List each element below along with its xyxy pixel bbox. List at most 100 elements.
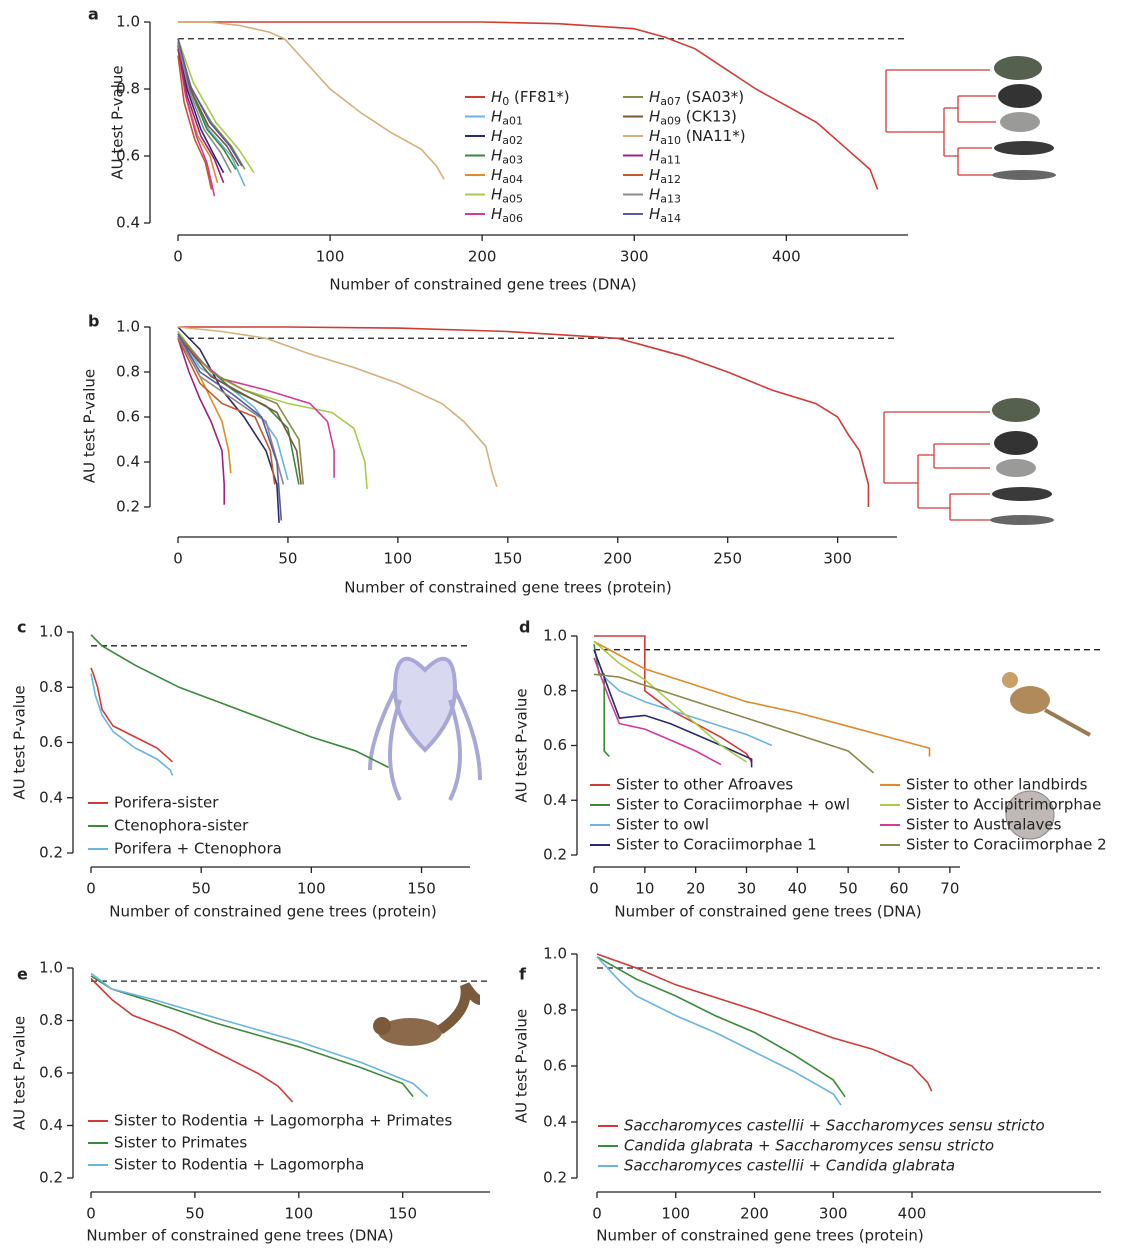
series-line <box>593 673 875 774</box>
y-tick-label: 0.2 <box>543 1169 567 1187</box>
treeshrew-illustration <box>373 982 481 1046</box>
series-line <box>177 337 276 485</box>
legend-label: Candida glabrata + Saccharomyces sensu s… <box>624 1137 994 1155</box>
y-tick-label: 0.8 <box>543 1001 567 1019</box>
series-line <box>177 326 498 488</box>
y-tick-label: 0.4 <box>39 788 63 806</box>
y-tick-label: 0.2 <box>543 846 567 864</box>
legend-label: Ha07 (SA03*) <box>649 88 744 109</box>
legend-label: Ha11 <box>649 146 681 167</box>
x-tick-label: 100 <box>284 1205 313 1223</box>
y-tick-label: 0.6 <box>543 736 567 754</box>
legend-label: Ha10 (NA11*) <box>649 127 746 148</box>
phylogeny-b <box>883 398 1054 525</box>
legend-label: Ha13 <box>649 185 681 206</box>
panel-letter: a <box>88 5 99 24</box>
series-line <box>178 21 879 190</box>
legend-label: Ha05 <box>491 185 523 206</box>
legend-label: Sister to owl <box>616 816 709 834</box>
yeast-illustration <box>1005 790 1055 840</box>
legend-label: Sister to Rodentia + Lagomorpha + Primat… <box>114 1112 452 1130</box>
x-tick-label: 100 <box>297 880 326 898</box>
panel-letter: b <box>88 312 99 331</box>
y-tick-label: 0.4 <box>116 214 140 232</box>
x-tick-label: 150 <box>493 550 522 568</box>
legend-label: Ha04 <box>491 166 523 187</box>
x-tick-label: 50 <box>192 880 211 898</box>
y-tick-label: 1.0 <box>543 627 567 645</box>
series-line <box>596 956 846 1098</box>
y-axis-title: AU test P-value <box>513 1009 531 1123</box>
y-tick-label: 0.8 <box>39 678 63 696</box>
y-tick-label: 0.2 <box>39 844 63 862</box>
legend-label: Saccharomyces castellii + Candida glabra… <box>624 1157 955 1175</box>
series-line <box>177 38 243 167</box>
phylogeny-a <box>885 56 1056 180</box>
y-tick-label: 0.6 <box>39 733 63 751</box>
legend-label: Sister to Coraciimorphae 2 <box>906 836 1107 854</box>
x-axis-title: Number of constrained gene trees (protei… <box>596 1227 923 1245</box>
x-tick-label: 70 <box>940 880 959 898</box>
series-line <box>177 335 302 485</box>
bird-illustration <box>1002 672 1091 737</box>
series-line <box>177 333 283 521</box>
y-tick-label: 0.6 <box>116 408 140 426</box>
x-tick-label: 100 <box>661 1205 690 1223</box>
y-tick-label: 0.8 <box>543 681 567 699</box>
legend-label: Ctenophora-sister <box>114 817 249 835</box>
series-line <box>593 640 747 763</box>
series-line <box>177 55 213 190</box>
legend-label: Ha06 <box>491 205 523 226</box>
series-line <box>593 649 753 768</box>
x-tick-label: 100 <box>384 550 413 568</box>
y-tick-label: 0.4 <box>39 1116 63 1134</box>
x-tick-label: 0 <box>173 550 183 568</box>
x-tick-label: 100 <box>316 248 345 266</box>
series-line <box>178 326 870 507</box>
series-line <box>596 956 842 1106</box>
series-line <box>177 41 232 174</box>
x-tick-label: 150 <box>407 880 436 898</box>
legend-label: Sister to Australaves <box>906 816 1062 834</box>
series-line <box>177 48 225 184</box>
x-tick-label: 50 <box>278 550 297 568</box>
series-line <box>90 972 429 1098</box>
series-line <box>177 331 289 481</box>
x-tick-label: 300 <box>823 550 852 568</box>
x-tick-label: 200 <box>468 248 497 266</box>
x-tick-label: 50 <box>185 1205 204 1223</box>
y-tick-label: 0.6 <box>543 1057 567 1075</box>
series-line <box>177 326 280 523</box>
x-tick-label: 0 <box>589 880 599 898</box>
y-axis-title: AU test P-value <box>11 1016 29 1130</box>
legend-label: Sister to Coraciimorphae 1 <box>616 836 817 854</box>
series-line <box>593 640 931 757</box>
legend-label: Sister to other Afroaves <box>616 776 793 794</box>
series-line <box>90 667 174 763</box>
y-tick-label: 0.4 <box>543 1113 567 1131</box>
y-tick-label: 0.2 <box>116 498 140 516</box>
y-tick-label: 0.6 <box>116 147 140 165</box>
legend-label: Porifera-sister <box>114 794 219 812</box>
series-line <box>177 335 285 485</box>
series-line <box>177 338 225 505</box>
legend-label: Ha02 <box>491 127 523 148</box>
legend-label: H0 (FF81*) <box>491 88 570 109</box>
x-tick-label: 10 <box>635 880 654 898</box>
series-line <box>90 634 389 769</box>
y-tick-label: 0.4 <box>116 453 140 471</box>
y-tick-label: 1.0 <box>39 623 63 641</box>
x-tick-label: 20 <box>686 880 705 898</box>
series-line <box>593 644 610 758</box>
x-tick-label: 400 <box>898 1205 927 1223</box>
y-axis-title: AU test P-value <box>11 685 29 799</box>
series-line <box>177 333 335 478</box>
legend-label: Ha12 <box>649 166 681 187</box>
legend-label: Saccharomyces castellii + Saccharomyces … <box>624 1117 1045 1135</box>
x-tick-label: 300 <box>819 1205 848 1223</box>
x-axis-title: Number of constrained gene trees (protei… <box>344 579 671 597</box>
x-tick-label: 0 <box>173 248 183 266</box>
x-tick-label: 40 <box>788 880 807 898</box>
x-tick-label: 400 <box>772 248 801 266</box>
